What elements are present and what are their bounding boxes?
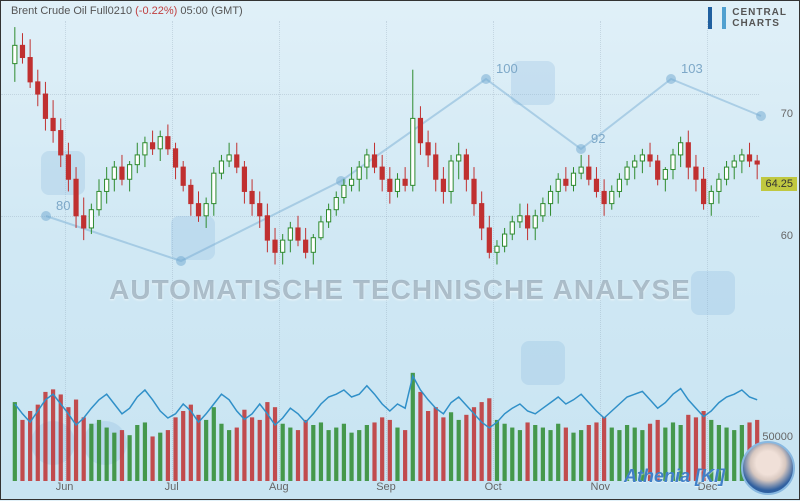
athenia-label: Athenia [KI] bbox=[624, 466, 725, 487]
oscillator-line bbox=[1, 1, 800, 501]
logo-text: CENTRALCHARTS bbox=[732, 7, 787, 29]
brand-logo: CENTRALCHARTS bbox=[708, 7, 787, 29]
chart-header: Brent Crude Oil Full0210 (-0.22%) 05:00 … bbox=[11, 5, 243, 17]
avatar-icon[interactable] bbox=[741, 441, 795, 495]
timestamp: 05:00 (GMT) bbox=[180, 5, 242, 17]
logo-icon bbox=[708, 7, 726, 29]
pct-change: (-0.22%) bbox=[135, 5, 177, 17]
symbol-name: Brent Crude Oil Full0210 bbox=[11, 5, 132, 17]
